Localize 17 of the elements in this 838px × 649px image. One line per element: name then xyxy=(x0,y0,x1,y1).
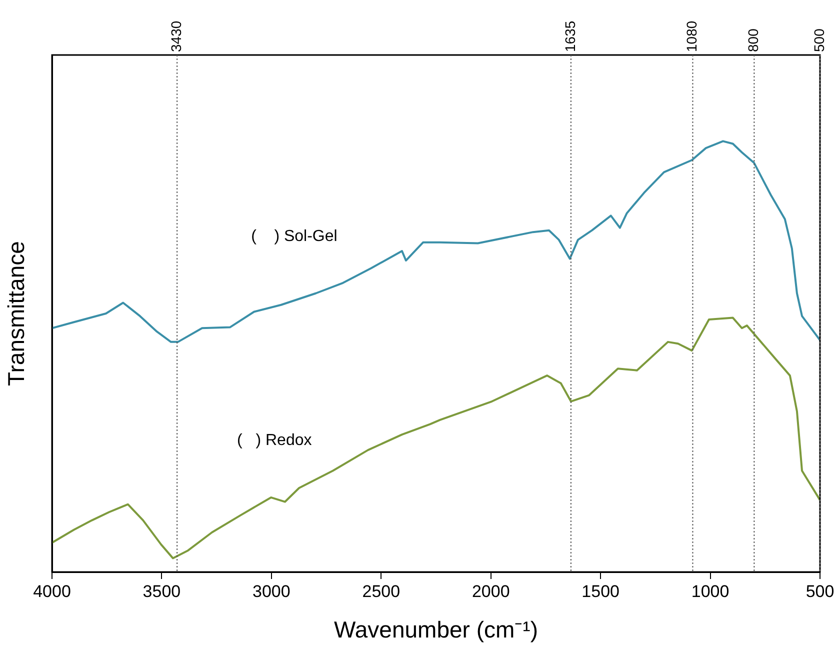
x-tick-label: 3500 xyxy=(142,582,181,601)
y-axis-title: Transmittance xyxy=(3,241,30,386)
x-tick-label: 2500 xyxy=(362,582,400,601)
ref-line-label: 800 xyxy=(745,28,762,52)
x-tick-label: 4000 xyxy=(33,582,71,601)
ref-line-label: 3430 xyxy=(168,20,184,52)
ref-line-label: 500 xyxy=(810,28,827,52)
ref-line-label: 1635 xyxy=(562,20,578,52)
x-tick-label: 2000 xyxy=(472,582,510,601)
series-label: ( ) Redox xyxy=(237,432,312,449)
x-tick-label: 500 xyxy=(806,582,834,601)
x-tick-label: 1000 xyxy=(691,582,730,601)
x-axis-title: Wavenumber (cm⁻¹) xyxy=(334,616,538,643)
x-tick-label: 1500 xyxy=(582,582,620,601)
text: ( ) Sol-Gel xyxy=(251,228,338,246)
x-tick-label: 3000 xyxy=(252,582,290,601)
ref-line-label: 1080 xyxy=(684,20,700,52)
